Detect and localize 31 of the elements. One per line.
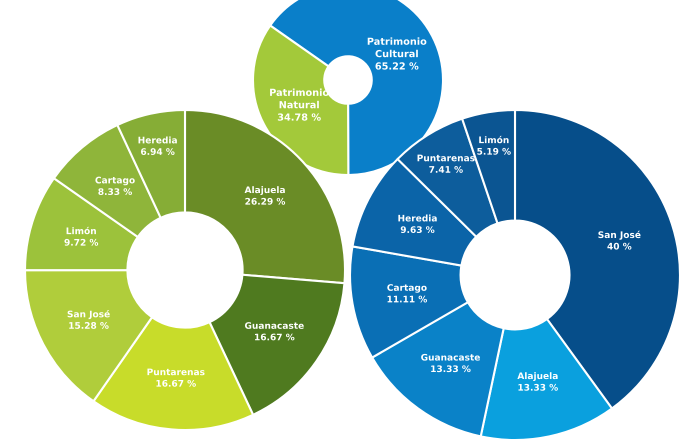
data-label: 7.41 % [429,166,463,173]
slice-label: Cartago [95,176,135,186]
slice-label: Cartago [387,284,427,293]
data-label: 9.63 % [400,226,434,234]
data-label: 5.19 % [477,148,511,155]
slice-label: Puntarenas [147,368,205,376]
slice-label: Limón [66,226,96,234]
data-label: 9.72 % [64,238,98,246]
data-label: 13.33 % [518,384,558,391]
data-label: 65.22 % [375,62,418,70]
slice-label: Alajuela [244,186,285,195]
data-label: 16.67 % [255,334,294,340]
data-label: 11.11 % [388,296,428,302]
slice-label: Heredia [138,136,177,144]
slice-label: Guanacaste [244,322,304,329]
data-label: 13.33 % [431,365,471,372]
slice-label: Patrimonio Cultural [368,37,426,58]
data-label: 40 % [607,242,632,250]
data-label: 15.28 % [69,322,109,329]
slice-label: Limón [479,136,509,144]
slice-label: San José [598,230,641,240]
data-label: 26.29 % [245,198,286,205]
data-label: 8.33 % [98,188,132,196]
data-label: 6.94 % [140,148,175,155]
slice-label: Heredia [398,214,437,222]
slice-label: Guanacaste [421,354,480,361]
slice-label: San José [68,310,110,320]
slice-label: Alajuela [517,372,558,381]
data-label: 16.67 % [156,380,196,387]
slice-label: Puntarenas [418,154,475,162]
data-label: 34.78 % [278,113,321,121]
